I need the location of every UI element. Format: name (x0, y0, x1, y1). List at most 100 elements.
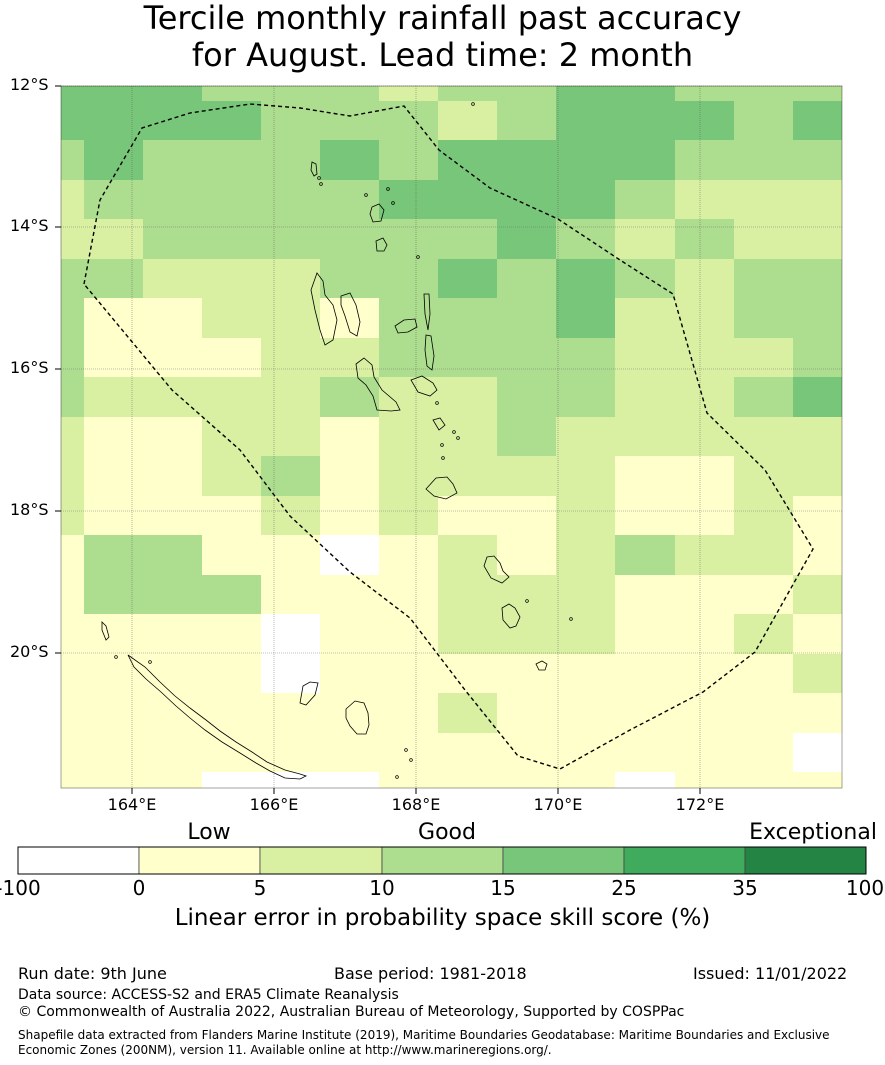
island-outline (299, 681, 319, 706)
skill-cell (84, 298, 143, 338)
skill-cell (734, 456, 793, 496)
skill-cell (675, 575, 734, 614)
skill-cell (497, 693, 556, 733)
skill-cell (379, 575, 438, 614)
skill-cell (793, 101, 842, 140)
skill-cell (615, 377, 675, 417)
lat-label-20s: 20°S (10, 642, 49, 661)
islet-outline (441, 456, 445, 460)
skill-cell (84, 417, 143, 456)
skill-cell (556, 180, 615, 219)
skill-cell (615, 86, 675, 101)
skill-cell (61, 733, 84, 772)
skill-cell (615, 180, 675, 219)
copyright: © Commonwealth of Australia 2022, Austra… (18, 1004, 685, 1020)
skill-cell (143, 180, 202, 219)
skill-cell (556, 417, 615, 456)
skill-cell (793, 298, 842, 338)
skill-cell (61, 496, 84, 535)
skill-cell (202, 772, 261, 788)
skill-cell (438, 259, 497, 298)
skill-cell (202, 733, 261, 772)
skill-cell (675, 259, 734, 298)
skill-cell (793, 140, 842, 180)
skill-cell (734, 654, 793, 693)
skill-cell (320, 298, 379, 338)
skill-cell (261, 86, 320, 101)
skill-cell (379, 654, 438, 693)
skill-cell (320, 338, 379, 377)
skill-cell (793, 338, 842, 377)
skill-cell (615, 693, 675, 733)
skill-cell (379, 219, 438, 259)
skill-cell (675, 417, 734, 456)
skill-cell (734, 180, 793, 219)
skill-cell (84, 456, 143, 496)
skill-cell (438, 180, 497, 219)
skill-cell (261, 575, 320, 614)
skill-cell (675, 377, 734, 417)
skill-cell (556, 575, 615, 614)
data-source: Data source: ACCESS-S2 and ERA5 Climate … (18, 987, 399, 1003)
skill-cell (438, 535, 497, 575)
skill-cell (143, 219, 202, 259)
skill-cell (61, 377, 84, 417)
skill-cell (84, 377, 143, 417)
skill-cell (84, 180, 143, 219)
skill-cell (497, 772, 556, 788)
islet-outline (395, 775, 399, 779)
skill-cell (202, 140, 261, 180)
skill-cell (675, 86, 734, 101)
skill-cell (556, 535, 615, 575)
skill-cell (615, 101, 675, 140)
skill-cell (497, 101, 556, 140)
skill-cell (202, 101, 261, 140)
skill-cell (261, 535, 320, 575)
skill-cell (61, 575, 84, 614)
skill-cell (615, 772, 675, 788)
skill-cell (438, 140, 497, 180)
skill-cell (143, 733, 202, 772)
skill-cell (202, 298, 261, 338)
skill-cell (497, 298, 556, 338)
skill-cell (438, 693, 497, 733)
skill-cell (320, 654, 379, 693)
skill-cell (793, 259, 842, 298)
lon-label-166e: 166°E (249, 795, 299, 814)
skill-cell (615, 496, 675, 535)
islet-outline (416, 255, 420, 259)
island-outline (101, 621, 110, 641)
island-outline (410, 375, 438, 397)
skill-cell (438, 733, 497, 772)
skill-cell (556, 772, 615, 788)
skill-cell (497, 338, 556, 377)
skill-cell (320, 693, 379, 733)
skill-cell (556, 496, 615, 535)
skill-cell (379, 417, 438, 456)
skill-cell (675, 614, 734, 654)
skill-cell (793, 654, 842, 693)
island-outline (310, 161, 318, 177)
skill-cell (556, 456, 615, 496)
skill-cell (261, 140, 320, 180)
skill-cell (438, 654, 497, 693)
islet-outline (456, 436, 460, 440)
skill-cell (379, 496, 438, 535)
skill-cell (61, 417, 84, 456)
skill-cell (734, 417, 793, 456)
skill-cell (143, 298, 202, 338)
skill-cell (556, 219, 615, 259)
skill-cell (84, 496, 143, 535)
island-outline (501, 603, 521, 629)
skill-cell (84, 338, 143, 377)
legend-tick-label: 5 (253, 876, 267, 900)
skill-cell (320, 772, 379, 788)
islet-outline (391, 201, 395, 205)
skill-cell (84, 101, 143, 140)
skill-cell (202, 575, 261, 614)
skill-cell (438, 298, 497, 338)
legend-tick-label: 0 (132, 876, 146, 900)
colorbar-bin (744, 846, 867, 875)
skill-cell (143, 101, 202, 140)
